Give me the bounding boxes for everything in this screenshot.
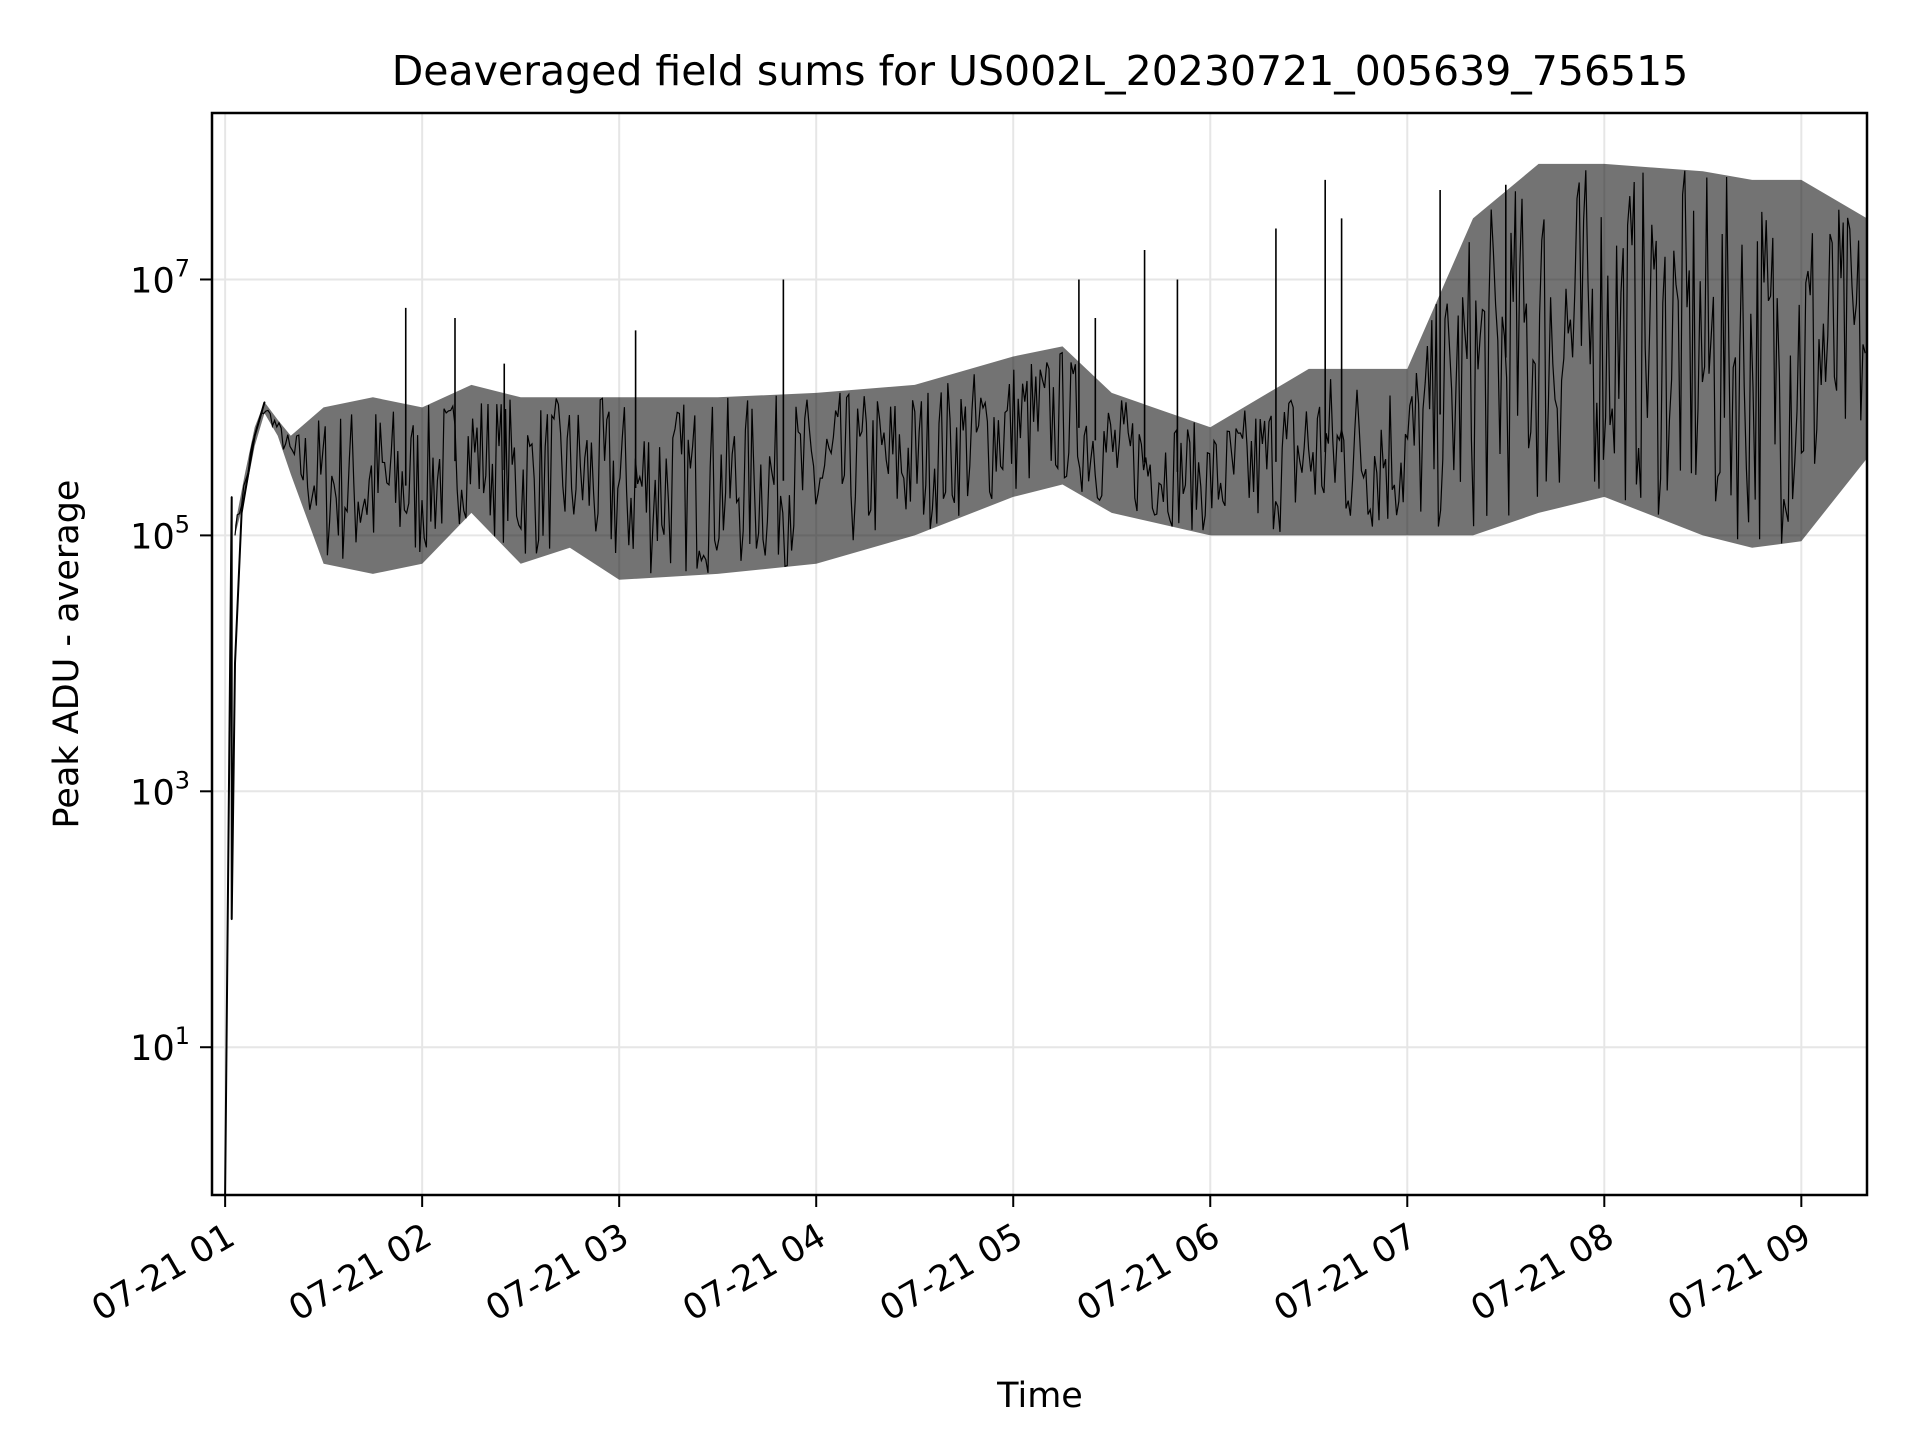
data-point [263, 401, 266, 403]
data-point [230, 918, 233, 921]
y-tick-label: 101 [130, 1022, 190, 1069]
data-line [224, 170, 1866, 1196]
series-trace [234, 170, 1866, 574]
y-tick-label: 107 [130, 254, 190, 301]
data-point [230, 496, 233, 498]
x-axis-label: Time [996, 1376, 1083, 1416]
y-axis-label: Peak ADU - average [47, 480, 87, 829]
y-tick-label: 103 [130, 766, 190, 813]
plot-frame [210, 111, 1869, 1197]
data-point [234, 662, 236, 665]
data-point [240, 512, 243, 514]
data-point [253, 435, 256, 437]
chart-title: Deaveraged field sums for US002L_2023072… [392, 47, 1689, 95]
y-axis: 101 103 105 107 [130, 254, 212, 1069]
y-tick-label: 105 [130, 510, 190, 557]
